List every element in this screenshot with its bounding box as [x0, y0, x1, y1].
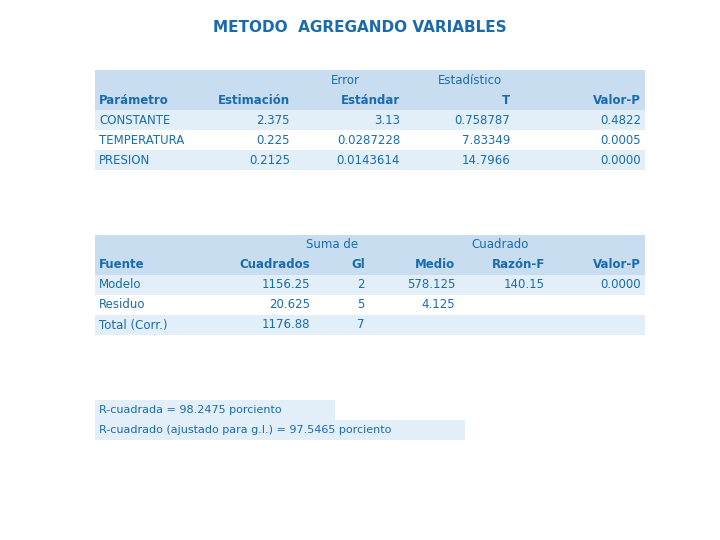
Text: 3.13: 3.13 — [374, 113, 400, 126]
Text: CONSTANTE: CONSTANTE — [99, 113, 171, 126]
Text: METODO  AGREGANDO VARIABLES: METODO AGREGANDO VARIABLES — [213, 21, 507, 36]
Bar — [95, 130, 645, 150]
Bar — [95, 90, 645, 110]
Bar — [95, 275, 645, 295]
Text: 5: 5 — [358, 299, 365, 312]
Bar — [95, 150, 645, 170]
Bar — [95, 295, 645, 315]
Text: Estadístico: Estadístico — [438, 73, 502, 86]
Text: 1176.88: 1176.88 — [261, 319, 310, 332]
Text: 578.125: 578.125 — [407, 279, 455, 292]
Text: 20.625: 20.625 — [269, 299, 310, 312]
Text: 1156.25: 1156.25 — [261, 279, 310, 292]
Text: Razón-F: Razón-F — [492, 259, 545, 272]
Text: R-cuadrado (ajustado para g.l.) = 97.5465 porciento: R-cuadrado (ajustado para g.l.) = 97.546… — [99, 425, 392, 435]
Text: 0.0287228: 0.0287228 — [337, 133, 400, 146]
Text: Estimación: Estimación — [218, 93, 290, 106]
Bar — [95, 235, 645, 255]
Text: Modelo: Modelo — [99, 279, 142, 292]
Text: R-cuadrada = 98.2475 porciento: R-cuadrada = 98.2475 porciento — [99, 405, 282, 415]
Text: 0.2125: 0.2125 — [249, 153, 290, 166]
Bar — [95, 400, 335, 420]
Text: 7.83349: 7.83349 — [462, 133, 510, 146]
Text: 0.0000: 0.0000 — [600, 153, 641, 166]
Text: 140.15: 140.15 — [504, 279, 545, 292]
Text: Cuadrado: Cuadrado — [472, 239, 528, 252]
Text: TEMPERATURA: TEMPERATURA — [99, 133, 184, 146]
Text: 0.758787: 0.758787 — [454, 113, 510, 126]
Text: T: T — [502, 93, 510, 106]
Bar — [95, 420, 465, 440]
Text: Estándar: Estándar — [341, 93, 400, 106]
Text: Parámetro: Parámetro — [99, 93, 168, 106]
Text: Gl: Gl — [351, 259, 365, 272]
Text: Cuadrados: Cuadrados — [239, 259, 310, 272]
Text: 4.125: 4.125 — [421, 299, 455, 312]
Text: 2: 2 — [358, 279, 365, 292]
Text: 0.4822: 0.4822 — [600, 113, 641, 126]
Text: 0.0143614: 0.0143614 — [337, 153, 400, 166]
Text: 0.225: 0.225 — [256, 133, 290, 146]
Text: 14.7966: 14.7966 — [462, 153, 510, 166]
Bar — [95, 110, 645, 130]
Text: Valor-P: Valor-P — [593, 93, 641, 106]
Text: Suma de: Suma de — [307, 239, 359, 252]
Text: 0.0005: 0.0005 — [600, 133, 641, 146]
Bar — [95, 255, 645, 275]
Text: PRESION: PRESION — [99, 153, 150, 166]
Text: 2.375: 2.375 — [256, 113, 290, 126]
Bar — [95, 70, 645, 90]
Text: Medio: Medio — [415, 259, 455, 272]
Text: Valor-P: Valor-P — [593, 259, 641, 272]
Text: Total (Corr.): Total (Corr.) — [99, 319, 168, 332]
Text: 7: 7 — [358, 319, 365, 332]
Text: Residuo: Residuo — [99, 299, 145, 312]
Text: 0.0000: 0.0000 — [600, 279, 641, 292]
Text: Error: Error — [330, 73, 359, 86]
Bar — [95, 315, 645, 335]
Text: Fuente: Fuente — [99, 259, 145, 272]
